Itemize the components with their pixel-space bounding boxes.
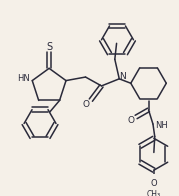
Text: O: O (151, 179, 157, 188)
Text: NH: NH (156, 121, 168, 130)
Text: S: S (46, 42, 52, 52)
Text: N: N (119, 72, 126, 81)
Text: O: O (83, 100, 90, 109)
Text: O: O (127, 116, 134, 125)
Text: CH₃: CH₃ (147, 190, 161, 196)
Text: HN: HN (17, 74, 30, 83)
